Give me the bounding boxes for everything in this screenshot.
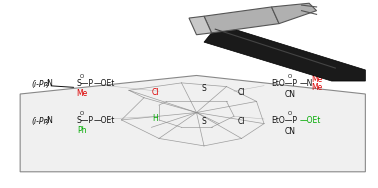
Text: O: O <box>80 74 84 79</box>
Text: O: O <box>288 111 293 116</box>
Text: —OEt: —OEt <box>93 79 115 88</box>
Text: —N: —N <box>300 79 313 88</box>
Polygon shape <box>189 16 212 35</box>
Text: S: S <box>201 84 206 93</box>
Text: O: O <box>80 111 84 116</box>
Text: Me: Me <box>76 89 88 98</box>
Text: —OEt: —OEt <box>300 116 321 125</box>
Text: H: H <box>152 114 158 123</box>
Text: ₂N: ₂N <box>45 116 53 125</box>
Text: ₂N: ₂N <box>45 79 53 88</box>
Text: CN: CN <box>285 127 296 136</box>
Text: Cl: Cl <box>238 117 245 126</box>
Text: Me: Me <box>311 75 322 84</box>
Text: EtO—P: EtO—P <box>271 116 297 125</box>
Text: S: S <box>201 117 206 126</box>
Text: (i-Pr): (i-Pr) <box>31 80 50 89</box>
Text: Ph: Ph <box>77 126 87 135</box>
Text: —OEt: —OEt <box>93 116 115 125</box>
Polygon shape <box>271 3 317 24</box>
Polygon shape <box>20 75 366 172</box>
Text: S—P: S—P <box>76 116 93 125</box>
Text: Cl: Cl <box>152 88 159 97</box>
Text: (i-Pr): (i-Pr) <box>31 117 50 126</box>
Text: S—P: S—P <box>76 79 93 88</box>
Text: O: O <box>288 74 293 79</box>
Polygon shape <box>204 29 366 81</box>
Text: CN: CN <box>285 90 296 99</box>
Polygon shape <box>204 7 279 33</box>
Text: EtO—P: EtO—P <box>271 79 297 88</box>
Text: Me: Me <box>311 83 322 92</box>
Text: Cl: Cl <box>238 88 245 97</box>
